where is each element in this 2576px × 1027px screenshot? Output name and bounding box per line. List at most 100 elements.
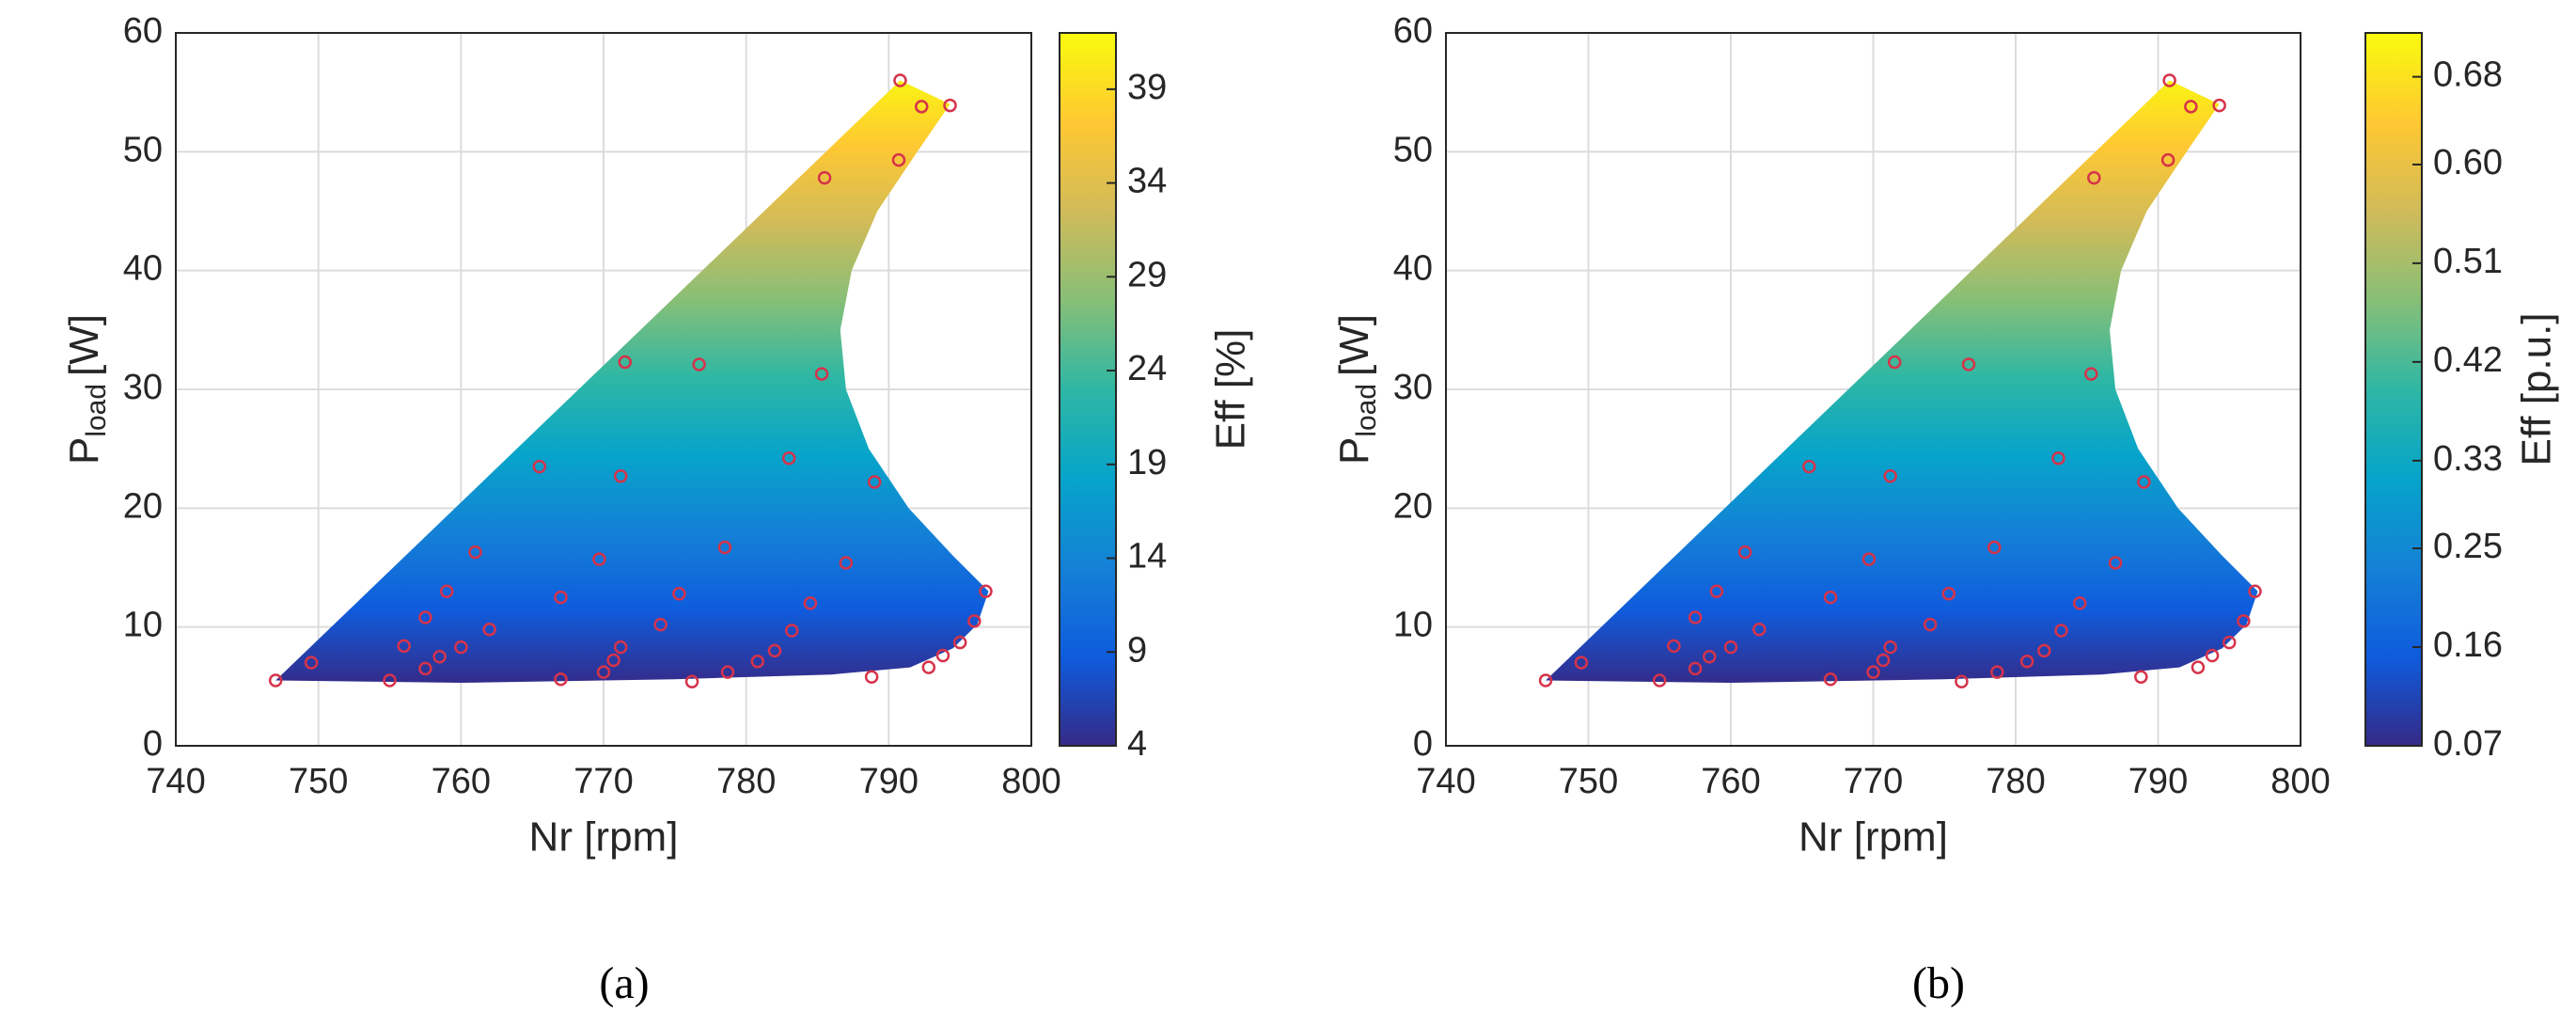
x-tick-label: 800 <box>2270 762 2330 801</box>
x-axis-label: Nr [rpm] <box>1798 814 1948 861</box>
colorbar-tick-label: 4 <box>1127 724 1147 764</box>
x-tick-label: 770 <box>1844 762 1903 801</box>
data-point <box>720 665 735 679</box>
data-point <box>952 635 967 650</box>
data-point <box>921 660 936 674</box>
colorbar-tick-label: 0.16 <box>2433 625 2503 665</box>
colorbar-tick-label: 34 <box>1127 162 1167 201</box>
data-point <box>1990 665 2004 679</box>
y-label-main: P <box>61 437 107 465</box>
y-label-unit: [W] <box>1331 314 1377 376</box>
y-tick-label: 30 <box>123 368 163 407</box>
x-tick-label: 790 <box>859 762 919 801</box>
x-tick-label: 770 <box>573 762 633 801</box>
data-point <box>1688 661 1703 676</box>
y-label-sub: load <box>1351 384 1382 437</box>
data-point <box>1987 540 2002 555</box>
data-point <box>613 468 628 483</box>
data-point <box>397 639 411 654</box>
data-point <box>454 640 468 655</box>
data-point <box>2108 556 2123 570</box>
colorbar-tick-label: 0.33 <box>2433 439 2503 479</box>
data-point <box>1653 673 1667 687</box>
data-point <box>532 459 546 474</box>
data-point <box>2087 170 2101 185</box>
y-label-sub: load <box>81 384 112 437</box>
colorbar-label: Eff [p.u.] <box>2514 312 2560 466</box>
data-point <box>613 640 628 655</box>
x-tick-label: 760 <box>432 762 491 801</box>
data-point <box>767 643 782 658</box>
data-point <box>1752 622 1767 637</box>
data-point <box>781 451 796 466</box>
data-point <box>1723 640 1738 655</box>
colorbar-tick-label: 0.42 <box>2433 340 2503 380</box>
data-point <box>2134 670 2148 684</box>
y-tick-label: 10 <box>1393 606 1433 645</box>
caption: (a) <box>599 958 649 1008</box>
y-tick-label: 50 <box>1393 130 1433 169</box>
colorbar-tick-label: 19 <box>1127 443 1167 482</box>
data-point <box>935 648 950 663</box>
data-point <box>606 653 620 668</box>
x-tick-label: 780 <box>716 762 776 801</box>
data-point <box>684 674 699 689</box>
colorbar-label: Eff [%] <box>1208 329 1254 450</box>
data-point <box>814 367 829 381</box>
data-point <box>893 73 907 87</box>
data-point <box>1861 552 1877 566</box>
y-tick-label: 0 <box>1413 724 1433 764</box>
data-point <box>418 610 432 624</box>
data-point <box>432 650 447 664</box>
data-point <box>839 556 854 570</box>
data-point <box>482 622 496 637</box>
colorbar-tick-label: 14 <box>1127 537 1167 577</box>
x-tick-label: 740 <box>146 762 205 801</box>
axes-box <box>175 32 1032 747</box>
y-tick-label: 10 <box>123 606 163 645</box>
data-point <box>1883 468 1897 483</box>
data-point <box>1709 584 1724 599</box>
y-tick-label: 60 <box>1393 11 1433 51</box>
plot: 740 750 760 770 780 790 800 0 10 20 30 40 50 60 Nr [rp… <box>1331 11 2560 1008</box>
data-point <box>2223 635 2237 650</box>
y-label-unit: [W] <box>61 314 107 376</box>
data-point <box>304 656 319 670</box>
y-axis-label: Pload [W] <box>61 314 112 465</box>
data-point <box>1923 617 1938 632</box>
data-point <box>618 355 632 370</box>
data-point <box>2237 614 2251 628</box>
data-point <box>2072 596 2087 610</box>
data-point <box>1887 355 1902 370</box>
data-point <box>967 614 982 628</box>
data-point <box>1883 640 1897 655</box>
y-axis-label: Pload [W] <box>1331 314 1382 465</box>
surface <box>275 80 989 684</box>
data-point <box>2037 643 2051 658</box>
data-point <box>383 673 397 687</box>
data-point <box>2205 648 2220 663</box>
surface <box>1546 80 2258 684</box>
data-point <box>750 655 765 669</box>
data-point <box>2019 655 2034 669</box>
data-point <box>692 357 706 371</box>
data-point <box>554 672 568 687</box>
data-point <box>672 587 686 601</box>
data-point <box>1802 459 1816 474</box>
data-point <box>1538 673 1553 687</box>
colorbar-tick-label: 0.07 <box>2433 724 2503 764</box>
data-point <box>1941 587 1956 601</box>
data-point <box>554 590 568 605</box>
data-point <box>596 665 611 679</box>
data-point <box>1961 357 1976 371</box>
x-axis-label: Nr [rpm] <box>529 814 679 861</box>
colorbar-tick-label: 24 <box>1127 349 1167 388</box>
y-tick-label: 20 <box>1393 486 1433 526</box>
data-point <box>914 100 929 114</box>
axes-box <box>1445 32 2301 747</box>
x-tick-label: 760 <box>1701 762 1760 801</box>
colorbar-tick-label: 9 <box>1127 630 1147 670</box>
data-point <box>592 552 606 566</box>
y-tick-label: 50 <box>123 130 163 169</box>
y-tick-label: 40 <box>1393 249 1433 289</box>
